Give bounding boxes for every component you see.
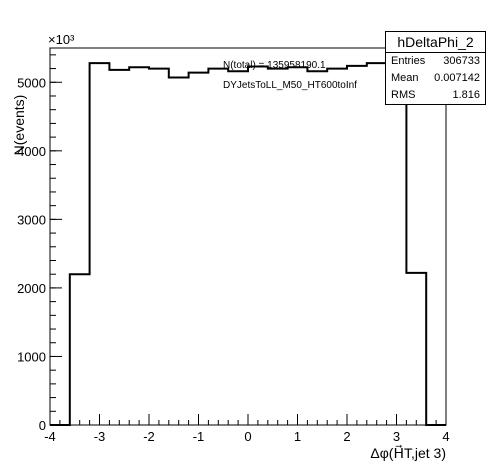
y-tick-label: 1000 xyxy=(17,349,46,364)
x-tick-label: -1 xyxy=(193,429,205,444)
histogram-bin xyxy=(248,67,268,425)
stats-row-rms: RMS 1.816 xyxy=(386,87,485,104)
y-tick-label: 2000 xyxy=(17,281,46,296)
stats-value: 306733 xyxy=(443,55,480,67)
histogram-bin xyxy=(90,63,110,425)
x-tick-label: 0 xyxy=(244,429,251,444)
stats-value: 1.816 xyxy=(452,89,480,101)
histogram-bin xyxy=(268,69,288,425)
histogram-bin xyxy=(169,77,189,425)
histogram-bin xyxy=(288,67,308,425)
histogram-bin xyxy=(228,71,248,425)
stats-box: hDeltaPhi_2 Entries 306733 Mean 0.007142… xyxy=(385,31,486,105)
y-tick-label: 4000 xyxy=(17,144,46,159)
stats-title: hDeltaPhi_2 xyxy=(386,32,485,53)
histogram-bin xyxy=(367,63,387,425)
stats-label: RMS xyxy=(391,89,416,101)
y-tick-label: 0 xyxy=(39,418,46,433)
x-axis-title: Δφ(H⃗T,jet 3) xyxy=(370,444,446,461)
stats-label: Entries xyxy=(391,55,426,67)
total-events-note: N(total) = 135958190.1 xyxy=(223,60,326,71)
x-tick-label: -2 xyxy=(143,429,155,444)
x-tick-label: 2 xyxy=(343,429,350,444)
histogram-bin xyxy=(189,73,209,425)
stats-label: Mean xyxy=(391,72,419,84)
histogram-bin xyxy=(208,69,228,425)
sample-name-note: DYJetsToLL_M50_HT600toInf xyxy=(223,80,357,91)
histogram-bin xyxy=(307,71,327,425)
x-tick-label: 4 xyxy=(442,429,449,444)
x-axis-ticks: -4 -3 -2 -1 0 1 2 3 4 xyxy=(44,414,450,444)
stats-row-mean: Mean 0.007142 xyxy=(386,70,485,87)
histogram-bin xyxy=(347,66,367,425)
y-tick-label: 3000 xyxy=(17,212,46,227)
histogram-bin xyxy=(70,274,90,425)
histogram-bin xyxy=(406,273,426,425)
x-tick-label: -3 xyxy=(94,429,106,444)
stats-value: 0.007142 xyxy=(434,72,480,84)
stats-row-entries: Entries 306733 xyxy=(386,53,485,70)
histogram-outline xyxy=(50,62,446,426)
y-tick-label: 5000 xyxy=(17,75,46,90)
y-exponent-label: ×10³ xyxy=(48,32,75,47)
x-tick-label: -4 xyxy=(44,429,56,444)
histogram-bin xyxy=(149,69,169,425)
histogram-bin xyxy=(387,63,407,425)
x-tick-label: 1 xyxy=(294,429,301,444)
y-axis-title: N(events) xyxy=(11,95,27,156)
histogram-bin xyxy=(129,67,149,425)
histogram-bins xyxy=(70,63,426,425)
histogram-bin xyxy=(109,70,129,425)
histogram-bin xyxy=(327,69,347,425)
y-axis-ticks: 0 1000 2000 3000 4000 5000 xyxy=(17,54,62,433)
x-tick-label: 3 xyxy=(393,429,400,444)
